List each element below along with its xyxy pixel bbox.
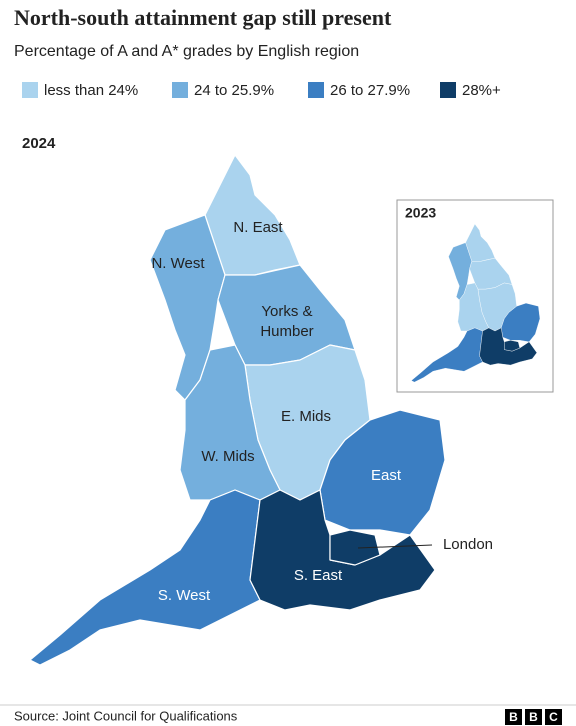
inset-region [504, 340, 520, 352]
legend-swatch [308, 82, 324, 98]
region-label: East [371, 467, 402, 484]
region-label: N. East [233, 219, 283, 236]
region-label: S. West [158, 587, 211, 604]
inset-map [411, 223, 541, 383]
logo-box [525, 709, 542, 725]
region-label: Yorks & Humber [260, 303, 313, 340]
region-label: W. Mids [201, 448, 254, 465]
legend-swatch [172, 82, 188, 98]
legend-swatch [22, 82, 38, 98]
logo-box [545, 709, 562, 725]
subtitle: Percentage of A and A* grades by English… [14, 43, 359, 60]
legend-label: 28%+ [462, 82, 501, 99]
region-label: S. East [294, 567, 343, 584]
legend-label: less than 24% [44, 82, 138, 99]
main-map [29, 154, 446, 666]
inset-region [411, 327, 483, 383]
region-label: London [443, 536, 493, 553]
legend-label: 24 to 25.9% [194, 82, 274, 99]
region-label: N. West [151, 255, 205, 272]
logo-letter: B [509, 710, 518, 724]
legend-label: 26 to 27.9% [330, 82, 410, 99]
legend-swatch [440, 82, 456, 98]
region-label: E. Mids [281, 408, 331, 425]
logo-letter: B [529, 710, 538, 724]
region [329, 529, 381, 566]
source: Source: Joint Council for Qualifications [14, 708, 238, 723]
region-labels: N. East N. West Yorks & Humber E. Mids W. Mid… [151, 219, 493, 604]
logo-letter: C [549, 710, 558, 724]
logo-box [505, 709, 522, 725]
title: North-south attainment gap still present [14, 5, 392, 30]
inset-year: 2023 [405, 205, 436, 221]
legend: less than 24% 24 to 25.9% 26 to 27.9% 28%+ [22, 82, 501, 99]
map-year: 2024 [22, 135, 56, 152]
leader-line [357, 544, 433, 549]
region [29, 489, 261, 666]
